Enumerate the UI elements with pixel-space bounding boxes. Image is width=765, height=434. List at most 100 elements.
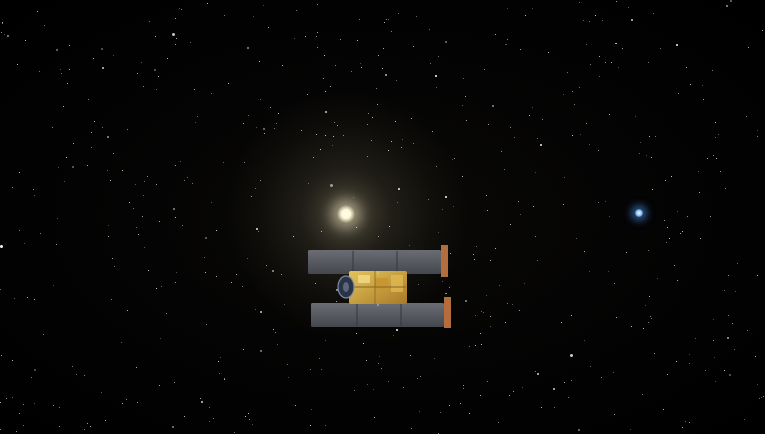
background-star — [689, 363, 690, 364]
background-star — [746, 116, 747, 117]
background-star — [107, 136, 109, 138]
background-star — [481, 344, 482, 345]
background-star — [381, 368, 382, 369]
background-star — [713, 319, 714, 320]
background-star — [127, 310, 128, 311]
background-star — [450, 253, 451, 254]
background-star — [499, 285, 500, 286]
background-star — [23, 404, 24, 405]
background-star — [287, 364, 288, 365]
background-star — [510, 127, 511, 128]
background-star — [332, 145, 333, 146]
background-star — [243, 349, 244, 350]
background-star — [622, 48, 623, 49]
background-star — [446, 293, 447, 294]
background-star — [384, 22, 385, 23]
background-star — [554, 407, 555, 408]
background-star — [337, 125, 338, 126]
background-star — [388, 19, 389, 20]
background-star — [462, 105, 463, 106]
background-star — [757, 130, 758, 131]
background-star — [263, 128, 265, 130]
background-star — [505, 44, 506, 45]
background-star — [710, 216, 711, 217]
background-star — [127, 129, 128, 130]
background-star — [726, 5, 728, 7]
background-star — [372, 117, 373, 118]
background-star — [680, 233, 681, 234]
background-star — [181, 9, 182, 10]
background-star — [268, 27, 269, 28]
background-star — [2, 23, 3, 24]
background-star — [57, 218, 58, 219]
background-star — [490, 260, 491, 261]
background-star — [537, 138, 538, 139]
background-star — [642, 394, 643, 395]
background-star — [651, 318, 652, 319]
background-star — [378, 363, 379, 364]
background-star — [293, 236, 294, 237]
background-star — [137, 402, 138, 403]
background-star — [568, 397, 569, 398]
background-star — [201, 401, 203, 403]
background-star — [12, 187, 13, 188]
background-star — [648, 322, 649, 323]
background-star — [510, 224, 511, 225]
background-star — [378, 55, 379, 56]
background-star — [484, 69, 485, 70]
background-star — [129, 202, 130, 203]
background-star — [176, 38, 177, 39]
background-star — [730, 0, 732, 2]
background-star — [167, 58, 168, 59]
background-star — [310, 369, 311, 370]
background-star — [520, 49, 521, 50]
background-star — [260, 311, 262, 313]
background-star — [396, 329, 398, 331]
background-star — [389, 226, 390, 227]
background-star — [14, 298, 15, 299]
background-star — [436, 87, 437, 88]
background-star — [63, 106, 64, 107]
background-star — [311, 409, 312, 410]
background-star — [264, 133, 265, 134]
background-star — [172, 33, 175, 36]
background-star — [677, 211, 678, 212]
background-star — [411, 118, 412, 119]
background-star — [507, 303, 508, 304]
background-star — [260, 350, 262, 352]
background-star — [571, 315, 572, 316]
background-star — [84, 375, 85, 376]
background-star — [281, 274, 282, 275]
background-star — [525, 15, 526, 16]
background-star — [144, 181, 145, 182]
background-star — [409, 245, 410, 246]
background-star — [148, 270, 149, 271]
background-star — [108, 236, 109, 237]
background-star — [729, 374, 731, 376]
background-star — [76, 374, 77, 375]
background-star — [307, 94, 308, 95]
background-star — [495, 248, 496, 249]
background-star — [483, 312, 484, 313]
background-star — [224, 378, 225, 379]
background-star — [492, 105, 494, 107]
background-star — [541, 407, 542, 408]
background-star — [274, 128, 275, 129]
background-star — [0, 289, 1, 290]
background-star — [755, 356, 756, 357]
background-star — [460, 403, 461, 404]
background-star — [258, 231, 259, 232]
background-star — [278, 113, 279, 114]
background-star — [216, 276, 217, 277]
background-star — [537, 260, 538, 261]
background-star — [216, 230, 217, 231]
background-star — [7, 35, 9, 37]
background-star — [211, 93, 212, 94]
background-star — [126, 399, 127, 400]
background-star — [276, 123, 277, 124]
background-star — [685, 421, 686, 422]
background-star — [542, 119, 543, 120]
background-star — [564, 177, 565, 178]
background-star — [645, 305, 646, 306]
background-star — [469, 413, 470, 414]
